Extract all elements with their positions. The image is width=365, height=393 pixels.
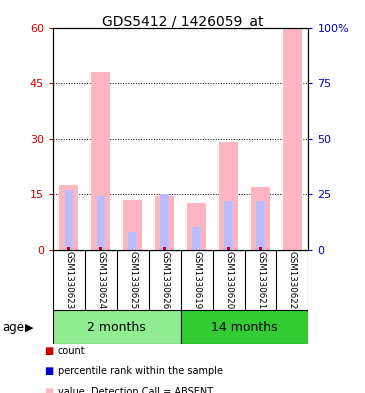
Bar xyxy=(224,201,233,250)
Bar xyxy=(59,185,78,250)
Bar xyxy=(65,189,73,250)
Text: percentile rank within the sample: percentile rank within the sample xyxy=(58,366,223,376)
Text: ▶: ▶ xyxy=(25,322,33,332)
Text: GSM1330619: GSM1330619 xyxy=(192,251,201,309)
Bar xyxy=(123,200,142,250)
Bar xyxy=(160,194,169,250)
Bar xyxy=(259,247,262,250)
Text: 2 months: 2 months xyxy=(88,321,146,334)
Text: GDS5412 / 1426059_at: GDS5412 / 1426059_at xyxy=(102,15,263,29)
Bar xyxy=(192,227,201,250)
Text: value, Detection Call = ABSENT: value, Detection Call = ABSENT xyxy=(58,387,213,393)
Bar xyxy=(99,247,102,250)
Text: age: age xyxy=(2,321,24,334)
Text: ■: ■ xyxy=(44,387,53,393)
Bar xyxy=(256,201,265,250)
Bar xyxy=(155,196,174,250)
Bar xyxy=(163,247,166,250)
Bar xyxy=(128,232,137,250)
Text: GSM1330623: GSM1330623 xyxy=(64,251,73,309)
Bar xyxy=(227,247,230,250)
Bar xyxy=(283,28,302,250)
Bar xyxy=(96,196,105,250)
Bar xyxy=(91,72,110,250)
Text: GSM1330622: GSM1330622 xyxy=(288,251,297,309)
Bar xyxy=(181,310,308,344)
Text: 14 months: 14 months xyxy=(211,321,278,334)
Text: count: count xyxy=(58,346,85,356)
Bar xyxy=(53,310,181,344)
Text: GSM1330625: GSM1330625 xyxy=(128,251,137,309)
Text: GSM1330620: GSM1330620 xyxy=(224,251,233,309)
Bar xyxy=(219,142,238,250)
Bar xyxy=(187,203,206,250)
Text: GSM1330621: GSM1330621 xyxy=(256,251,265,309)
Text: GSM1330626: GSM1330626 xyxy=(160,251,169,309)
Bar xyxy=(251,187,270,250)
Bar xyxy=(68,247,70,250)
Text: ■: ■ xyxy=(44,366,53,376)
Text: GSM1330624: GSM1330624 xyxy=(96,251,105,309)
Text: ■: ■ xyxy=(44,346,53,356)
